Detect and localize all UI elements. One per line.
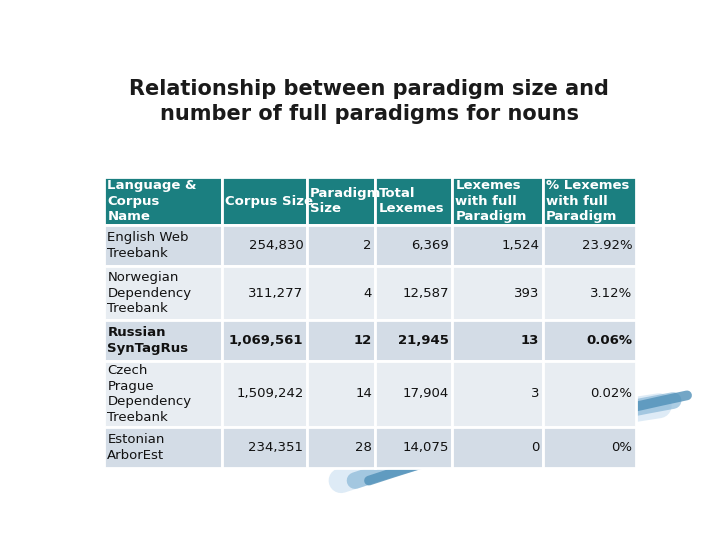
- Text: 4: 4: [364, 287, 372, 300]
- Text: 311,277: 311,277: [248, 287, 303, 300]
- Bar: [104, 427, 222, 468]
- Bar: [452, 427, 543, 468]
- Text: Czech
Prague
Dependency
Treebank: Czech Prague Dependency Treebank: [107, 364, 192, 424]
- Bar: [452, 320, 543, 361]
- Text: 12,587: 12,587: [402, 287, 449, 300]
- Text: Lexemes
with full
Paradigm: Lexemes with full Paradigm: [456, 179, 527, 223]
- Text: 0: 0: [531, 441, 539, 454]
- Text: 13: 13: [521, 334, 539, 347]
- Text: 0.06%: 0.06%: [586, 334, 632, 347]
- Bar: [375, 225, 452, 266]
- Bar: [307, 361, 375, 427]
- Bar: [222, 361, 307, 427]
- Bar: [104, 320, 222, 361]
- Text: Relationship between paradigm size and
number of full paradigms for nouns: Relationship between paradigm size and n…: [129, 79, 609, 124]
- Bar: [104, 225, 222, 266]
- Text: 2: 2: [364, 239, 372, 252]
- Text: English Web
Treebank: English Web Treebank: [107, 232, 189, 260]
- Text: 1,069,561: 1,069,561: [229, 334, 303, 347]
- Text: 6,369: 6,369: [411, 239, 449, 252]
- Text: Language &
Corpus
Name: Language & Corpus Name: [107, 179, 197, 223]
- Text: 14,075: 14,075: [402, 441, 449, 454]
- Text: 234,351: 234,351: [248, 441, 303, 454]
- Bar: [307, 266, 375, 320]
- Bar: [104, 177, 222, 225]
- Bar: [307, 427, 375, 468]
- Bar: [375, 361, 452, 427]
- Bar: [375, 177, 452, 225]
- Text: 17,904: 17,904: [402, 388, 449, 401]
- Bar: [452, 266, 543, 320]
- Bar: [375, 320, 452, 361]
- Text: Corpus Size: Corpus Size: [225, 194, 313, 207]
- Text: 3.12%: 3.12%: [590, 287, 632, 300]
- Bar: [543, 177, 636, 225]
- Bar: [543, 427, 636, 468]
- Text: 1,524: 1,524: [501, 239, 539, 252]
- Bar: [375, 427, 452, 468]
- Text: 0.02%: 0.02%: [590, 388, 632, 401]
- Text: 393: 393: [514, 287, 539, 300]
- Bar: [543, 361, 636, 427]
- Bar: [222, 177, 307, 225]
- Bar: [307, 225, 375, 266]
- Bar: [452, 361, 543, 427]
- Text: 3: 3: [531, 388, 539, 401]
- Bar: [222, 225, 307, 266]
- Text: 14: 14: [355, 388, 372, 401]
- Text: 23.92%: 23.92%: [582, 239, 632, 252]
- Bar: [307, 177, 375, 225]
- Text: Russian
SynTagRus: Russian SynTagRus: [107, 326, 189, 355]
- Bar: [543, 225, 636, 266]
- Text: 254,830: 254,830: [248, 239, 303, 252]
- Bar: [307, 320, 375, 361]
- Text: % Lexemes
with full
Paradigm: % Lexemes with full Paradigm: [546, 179, 629, 223]
- Bar: [452, 225, 543, 266]
- Text: Estonian
ArborEst: Estonian ArborEst: [107, 433, 165, 462]
- Bar: [222, 320, 307, 361]
- Bar: [452, 177, 543, 225]
- Bar: [543, 266, 636, 320]
- Text: 21,945: 21,945: [398, 334, 449, 347]
- Text: 1,509,242: 1,509,242: [236, 388, 303, 401]
- Bar: [543, 320, 636, 361]
- Bar: [375, 266, 452, 320]
- Text: 28: 28: [355, 441, 372, 454]
- Text: Paradigm
Size: Paradigm Size: [310, 187, 382, 215]
- Bar: [222, 427, 307, 468]
- Text: 0%: 0%: [611, 441, 632, 454]
- Text: Total
Lexemes: Total Lexemes: [379, 187, 444, 215]
- Text: 12: 12: [354, 334, 372, 347]
- Bar: [222, 266, 307, 320]
- Text: Norwegian
Dependency
Treebank: Norwegian Dependency Treebank: [107, 271, 192, 315]
- Bar: [104, 361, 222, 427]
- Bar: [104, 266, 222, 320]
